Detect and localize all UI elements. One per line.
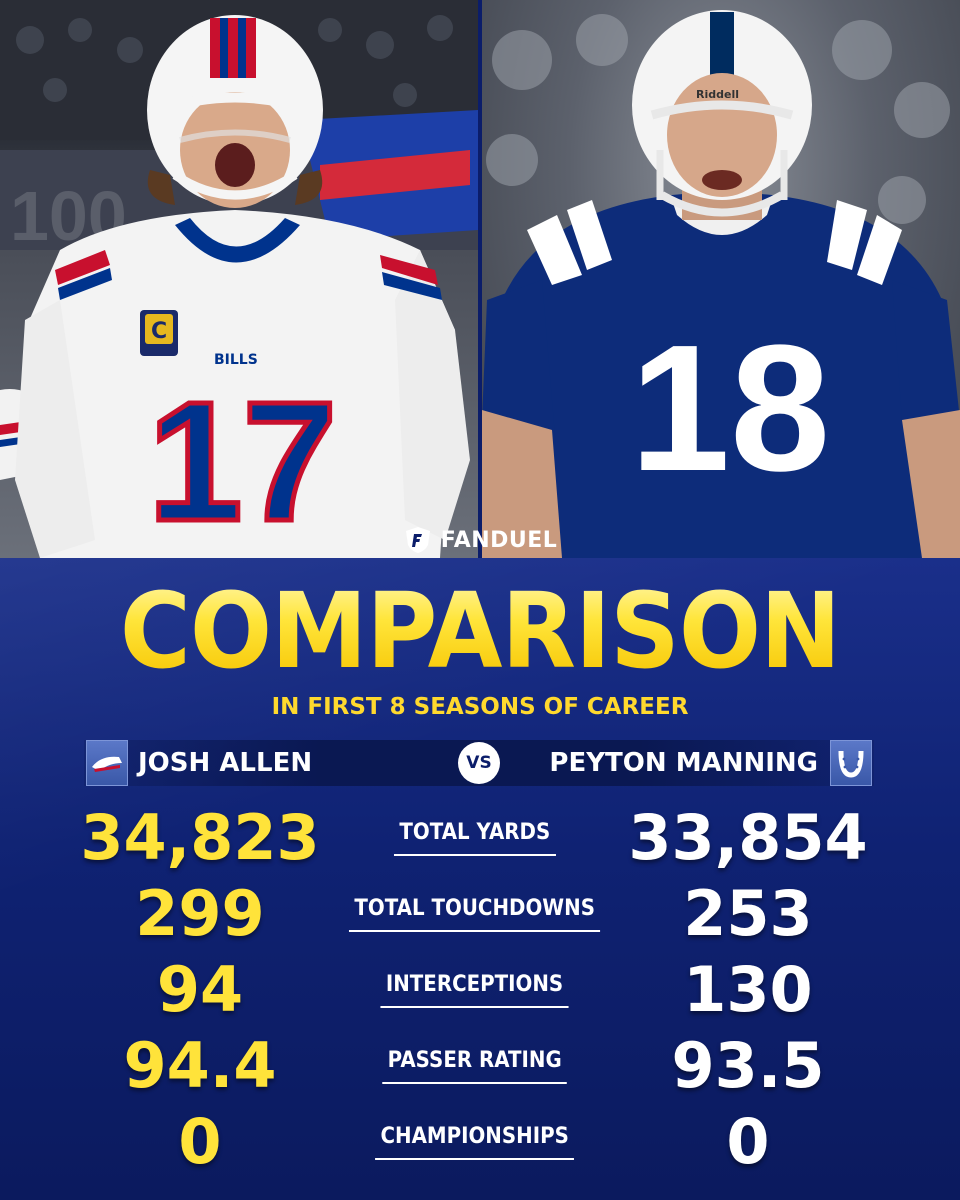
page-title: COMPARISON <box>34 576 927 686</box>
josh-allen-illustration: 100 C BILLS 17 <box>0 0 478 558</box>
player-photos: 100 C BILLS 17 <box>0 0 960 558</box>
svg-text:C: C <box>151 319 167 344</box>
stat-right-value: 93.5 <box>671 1029 825 1102</box>
stat-row-total-touchdowns: 299 TOTAL TOUCHDOWNS 253 <box>0 876 960 952</box>
left-player-bar <box>84 740 480 786</box>
stat-label: TOTAL TOUCHDOWNS <box>330 894 620 934</box>
page-subtitle: IN FIRST 8 SEASONS OF CAREER <box>271 694 689 720</box>
left-player-name: JOSH ALLEN <box>138 748 313 778</box>
stat-row-interceptions: 94 INTERCEPTIONS 130 <box>0 952 960 1028</box>
stat-label: CHAMPIONSHIPS <box>330 1122 620 1162</box>
stat-label-text: INTERCEPTIONS <box>380 970 570 1008</box>
stat-right-value: 130 <box>683 953 813 1026</box>
stat-left-value: 34,823 <box>80 801 320 874</box>
comparison-panel <box>0 558 960 1200</box>
svg-text:Riddell: Riddell <box>696 88 739 101</box>
stat-left-value: 94.4 <box>123 1029 277 1102</box>
fanduel-shield-icon <box>405 527 430 553</box>
vs-badge: VS <box>458 742 500 784</box>
stat-row-championships: 0 CHAMPIONSHIPS 0 <box>0 1104 960 1180</box>
matchup-header: JOSH ALLEN VS PEYTON MANNING <box>84 740 874 786</box>
stat-label-text: PASSER RATING <box>382 1046 568 1084</box>
brand-lockup: FANDUEL <box>0 522 960 558</box>
svg-text:17: 17 <box>148 367 337 557</box>
stat-label-text: CHAMPIONSHIPS <box>375 1122 575 1160</box>
stat-right-value: 33,854 <box>628 801 868 874</box>
right-player-name: PEYTON MANNING <box>549 748 818 778</box>
colts-horseshoe-icon <box>830 740 872 786</box>
stat-left-value: 299 <box>135 877 265 950</box>
stat-left-value: 0 <box>178 1105 222 1178</box>
peyton-manning-photo: 18 Riddell <box>482 0 960 558</box>
stat-label: INTERCEPTIONS <box>330 970 620 1010</box>
stat-left-value: 94 <box>156 953 244 1026</box>
peyton-manning-illustration: 18 Riddell <box>482 10 960 558</box>
stat-right-value: 253 <box>683 877 813 950</box>
svg-text:18: 18 <box>630 308 830 509</box>
stat-label: PASSER RATING <box>330 1046 620 1086</box>
stat-right-value: 0 <box>726 1105 770 1178</box>
brand-name: FANDUEL <box>440 527 558 553</box>
stat-label: TOTAL YARDS <box>330 818 620 858</box>
josh-allen-photo: 100 C BILLS 17 <box>0 0 478 558</box>
right-player-bar <box>480 740 874 786</box>
stat-row-passer-rating: 94.4 PASSER RATING 93.5 <box>0 1028 960 1104</box>
stat-row-total-yards: 34,823 TOTAL YARDS 33,854 <box>0 800 960 876</box>
stat-label-text: TOTAL TOUCHDOWNS <box>349 894 601 932</box>
photo-divider <box>478 0 482 558</box>
bills-logo-icon <box>86 740 128 786</box>
svg-text:BILLS: BILLS <box>214 352 258 368</box>
stat-label-text: TOTAL YARDS <box>394 818 556 856</box>
